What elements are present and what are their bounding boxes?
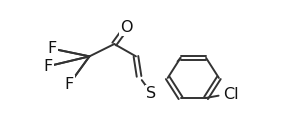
Text: F: F — [48, 41, 57, 56]
Text: O: O — [121, 20, 133, 35]
Text: S: S — [146, 86, 156, 101]
Text: Cl: Cl — [223, 87, 239, 102]
Text: F: F — [65, 77, 74, 92]
Text: F: F — [43, 59, 52, 74]
